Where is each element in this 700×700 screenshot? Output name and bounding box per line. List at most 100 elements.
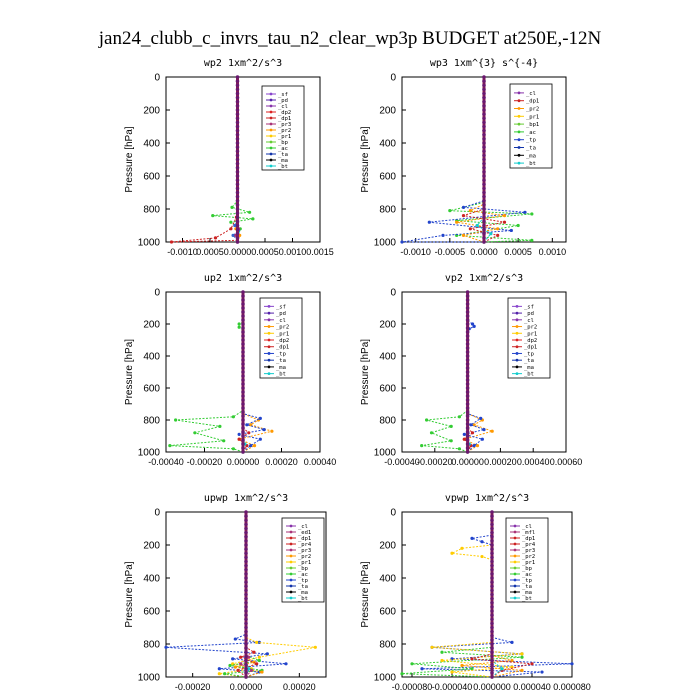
data-point: [448, 209, 452, 213]
y-tick-label: 600: [379, 172, 396, 183]
profile-marker: [465, 438, 470, 442]
data-point: [470, 667, 474, 671]
profile-marker: [490, 592, 494, 597]
legend-marker: [269, 146, 273, 150]
profile-marker: [244, 522, 248, 527]
panel-1: wp2 1xm^2/s^3 Pressure [hPa] 0 200 400 600 800…: [124, 58, 334, 257]
profile-marker: [490, 629, 494, 634]
legend-entry: _pr1: [278, 134, 291, 140]
profile-marker: [244, 510, 248, 514]
series-line-tpu: [471, 534, 493, 546]
data-point: [420, 444, 424, 448]
profile-marker: [244, 547, 248, 551]
profile-marker: [482, 227, 486, 232]
y-tick-label: 0: [390, 508, 396, 519]
legend-marker: [515, 304, 519, 308]
data-point: [213, 236, 218, 240]
profile-marker: [490, 609, 494, 613]
data-point: [480, 437, 484, 441]
x-tick-label: 0.00000: [451, 457, 484, 467]
profile-marker: [490, 662, 494, 667]
data-point: [530, 238, 534, 242]
profile-marker: [241, 370, 245, 374]
y-tick-label: 1000: [138, 238, 161, 249]
series-line-dp1: [463, 208, 505, 243]
series-line-bt: [491, 660, 503, 678]
series-line-pr1u: [450, 544, 493, 561]
panel-title: up2 1xm^2/s^3: [204, 273, 282, 284]
y-tick-label: 0: [154, 288, 160, 299]
profile-marker: [244, 588, 248, 593]
profile-marker: [482, 223, 486, 228]
profile-marker: [465, 378, 470, 382]
legend-entry: _cl: [278, 104, 288, 110]
profile-marker: [244, 534, 248, 539]
y-tick-label: 600: [379, 607, 396, 618]
y-tick-label: 800: [379, 416, 396, 427]
y-tick-label: 400: [143, 139, 160, 150]
legend-marker: [517, 114, 521, 118]
profile-marker: [490, 534, 494, 539]
data-point: [270, 429, 274, 433]
legend-entry: _bt: [278, 164, 288, 170]
profile-marker: [482, 137, 486, 141]
data-point: [460, 546, 464, 550]
legend-marker: [517, 146, 521, 149]
profile-marker: [241, 426, 245, 430]
legend-entry: _pr3: [522, 548, 535, 554]
profile-marker: [241, 326, 245, 330]
data-point: [252, 650, 256, 654]
legend-marker: [515, 365, 519, 369]
y-axis-label: Pressure [hPa]: [360, 561, 371, 627]
legend-marker: [513, 548, 517, 552]
figure-title: jan24_clubb_c_invrs_tau_n2_clear_wp3p BU…: [98, 28, 602, 49]
profile-marker: [490, 613, 494, 617]
legend-marker: [513, 530, 517, 534]
profile-marker: [235, 207, 240, 211]
legend-entry: _dp1: [522, 536, 535, 542]
profile-marker: [490, 526, 494, 531]
data-point: [247, 655, 251, 659]
data-point: [516, 223, 520, 228]
panel-3: up2 1xm^2/s^3 Pressure [hPa] 0 200 400 600 800…: [124, 273, 336, 467]
series-line-ac: [449, 201, 532, 243]
profile-marker: [482, 211, 486, 215]
profile-marker: [235, 83, 240, 88]
profile-marker: [244, 650, 248, 655]
y-tick-label: 200: [143, 541, 160, 552]
legend-marker: [267, 325, 271, 328]
legend-marker: [267, 331, 271, 335]
y-tick-label: 200: [379, 541, 396, 552]
legend-entry: _ta: [278, 152, 288, 158]
profile-marker: [244, 576, 248, 580]
x-tick-label: 0.00020: [484, 457, 517, 467]
series-line-pr1: [421, 410, 468, 453]
profile-marker: [490, 576, 494, 580]
legend-marker: [515, 311, 519, 315]
profile-marker: [241, 290, 245, 294]
profile-marker: [235, 120, 240, 125]
profile-marker: [490, 539, 494, 543]
data-point: [472, 444, 476, 448]
profile-marker: [241, 446, 245, 450]
profile-marker: [241, 402, 245, 406]
legend-marker: [289, 536, 293, 540]
legend-entry: _ma: [524, 365, 534, 371]
profile-marker: [244, 563, 248, 568]
profile-marker: [490, 588, 494, 593]
data-point: [510, 640, 514, 644]
data-point: [461, 214, 466, 218]
legend-entry: _pr1: [298, 560, 311, 566]
profile-marker: [244, 625, 248, 630]
x-tick-label: -0.0005: [435, 247, 466, 257]
profile-marker: [465, 422, 470, 426]
data-point: [520, 655, 524, 659]
legend-box: [509, 83, 553, 169]
x-tick-label: 0.00060: [550, 457, 583, 467]
profile-marker: [490, 510, 494, 514]
data-point: [251, 217, 255, 221]
legend-entry: _tp: [298, 578, 308, 584]
data-point: [284, 662, 288, 666]
legend-entry: _bp: [522, 566, 532, 572]
profile-marker: [241, 450, 245, 454]
